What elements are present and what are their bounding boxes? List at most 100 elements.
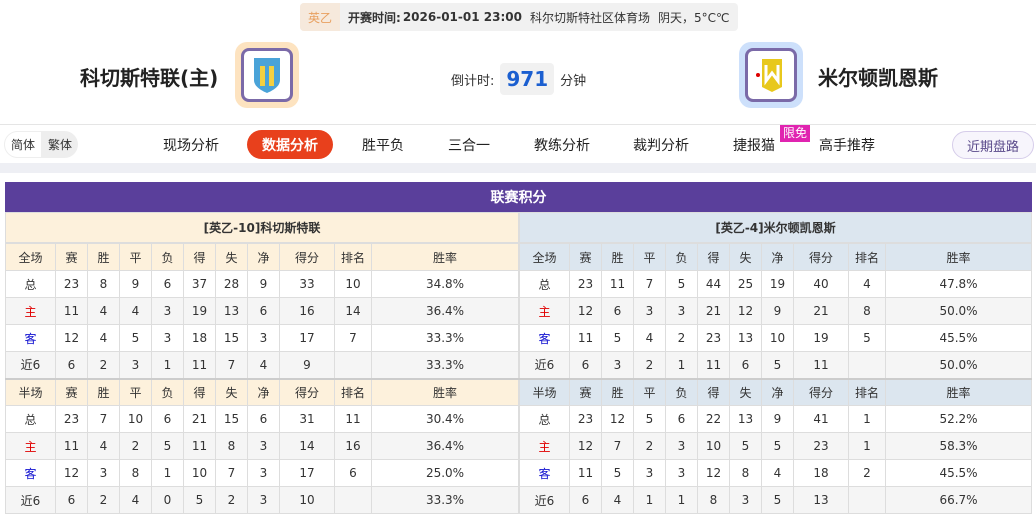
table-cell: 12: [601, 405, 634, 433]
nav-bar: 简体 繁体 现场分析 数据分析 胜平负 三合一 教练分析 裁判分析 捷报猫 限免…: [0, 124, 1036, 164]
table-cell: 45.5%: [885, 459, 1032, 487]
tab-coach-analysis[interactable]: 教练分析: [534, 137, 590, 154]
table-row: 近6 6 3 2 1 11 6 5 11 50.0%: [519, 351, 1032, 379]
table-cell: 6: [569, 486, 602, 514]
table-cell: 3: [119, 351, 152, 379]
table-cell: 1: [848, 405, 886, 433]
table-row: 近6 6 2 3 1 11 7 4 9 33.3%: [5, 351, 519, 379]
column-header: 得: [183, 243, 216, 271]
tab-expert-picks[interactable]: 高手推荐: [819, 137, 875, 154]
away-team-name[interactable]: 米尔顿凯恩斯: [818, 66, 938, 90]
table-cell: 9: [119, 270, 152, 298]
table-cell: 13: [793, 486, 849, 514]
tab-jiebaomao[interactable]: 捷报猫: [733, 137, 775, 154]
table-cell: 2: [87, 486, 120, 514]
table-cell: 主: [5, 432, 56, 460]
table-cell: 3: [601, 351, 634, 379]
table-cell: 47.8%: [885, 270, 1032, 298]
table-cell: 14: [279, 432, 335, 460]
table-cell: 3: [633, 297, 666, 325]
table-cell: 5: [665, 270, 698, 298]
divider-band: [0, 163, 1036, 173]
away-crest-icon: [756, 59, 782, 92]
table-cell: 14: [334, 297, 372, 325]
lang-simplified[interactable]: 简体: [4, 131, 43, 158]
tab-live-analysis[interactable]: 现场分析: [163, 137, 219, 154]
table-cell: 23: [569, 270, 602, 298]
header-row: 全场赛胜平负得失净得分 排名 胜率: [5, 243, 519, 271]
table-cell: 5: [848, 324, 886, 352]
column-header: 净: [247, 243, 280, 271]
column-header: 得: [697, 377, 730, 406]
table-cell: 12: [729, 297, 762, 325]
table-cell: 10: [183, 459, 216, 487]
tab-win-draw-lose[interactable]: 胜平负: [362, 137, 404, 154]
table-cell: 5: [761, 486, 794, 514]
table-cell: 2: [87, 351, 120, 379]
table-cell: 11: [793, 351, 849, 379]
table-cell: 3: [87, 459, 120, 487]
table-cell: 9: [761, 297, 794, 325]
table-cell: 7: [334, 324, 372, 352]
home-standings: [英乙-10]科切斯特联 全场赛胜平负得失净得分 排名 胜率总 23 8 9 6 37 28 9 3…: [5, 212, 519, 514]
league-tag[interactable]: 英乙: [300, 3, 340, 31]
tab-three-in-one[interactable]: 三合一: [448, 137, 490, 154]
table-cell: 19: [761, 270, 794, 298]
table-cell: 主: [5, 297, 56, 325]
column-header: 失: [729, 243, 762, 271]
table-cell: 7: [601, 432, 634, 460]
home-standings-header: [英乙-10]科切斯特联: [5, 212, 519, 243]
table-cell: 21: [183, 405, 216, 433]
away-team-logo[interactable]: [739, 42, 803, 108]
table-row: 近6 6 4 1 1 8 3 5 13 66.7%: [519, 486, 1032, 514]
table-cell: 33.3%: [371, 324, 519, 352]
table-cell: 18: [183, 324, 216, 352]
table-cell: 21: [697, 297, 730, 325]
table-cell: 客: [5, 459, 56, 487]
home-standings-table: 全场赛胜平负得失净得分 排名 胜率总 23 8 9 6 37 28 9 33 10 34.8% 主 11 4 4…: [5, 243, 519, 514]
table-cell: 8: [729, 459, 762, 487]
table-cell: 5: [601, 459, 634, 487]
home-team-logo[interactable]: [235, 42, 299, 108]
language-toggle[interactable]: 简体 繁体: [4, 131, 79, 158]
table-cell: 15: [215, 405, 248, 433]
table-cell: 8: [87, 270, 120, 298]
table-cell: 3: [665, 297, 698, 325]
table-cell: 7: [215, 459, 248, 487]
table-cell: 1: [665, 351, 698, 379]
table-cell: 10: [279, 486, 335, 514]
table-cell: 6: [247, 297, 280, 325]
tab-data-analysis[interactable]: 数据分析: [247, 130, 333, 159]
table-cell: 6: [55, 486, 88, 514]
column-header: 得分: [793, 243, 849, 271]
column-header: 得分: [793, 377, 849, 406]
table-cell: 客: [5, 324, 56, 352]
table-cell: 8: [119, 459, 152, 487]
away-standings: [英乙-4]米尔顿凯恩斯 全场赛胜平负得失净得分 排名 胜率总 23 11 7 5 44 25 1…: [519, 212, 1032, 514]
home-team-name[interactable]: 科切斯特联(主): [80, 66, 219, 90]
table-cell: 58.3%: [885, 432, 1032, 460]
tab-referee-analysis[interactable]: 裁判分析: [633, 137, 689, 154]
table-cell: 10: [119, 405, 152, 433]
table-cell: 8: [848, 297, 886, 325]
table-cell: 3: [633, 459, 666, 487]
column-header: 平: [119, 377, 152, 406]
table-cell: 11: [601, 270, 634, 298]
recent-handicap-button[interactable]: 近期盘路: [952, 131, 1034, 159]
table-cell: 4: [119, 297, 152, 325]
countdown-value: 971: [500, 63, 555, 95]
table-cell: 3: [665, 459, 698, 487]
away-standings-table: 全场赛胜平负得失净得分 排名 胜率总 23 11 7 5 44 25 19 40 4 47.8% 主 12 6…: [519, 243, 1032, 514]
table-cell: 10: [761, 324, 794, 352]
column-header: 净: [761, 377, 794, 406]
table-cell: 23: [793, 432, 849, 460]
free-badge: 限免: [780, 125, 811, 142]
table-cell: 3: [665, 432, 698, 460]
table-cell: 12: [569, 432, 602, 460]
table-cell: 2: [215, 486, 248, 514]
table-cell: 17: [279, 459, 335, 487]
table-cell: 11: [697, 351, 730, 379]
table-cell: 8: [215, 432, 248, 460]
lang-traditional[interactable]: 繁体: [48, 138, 73, 152]
table-cell: 28: [215, 270, 248, 298]
